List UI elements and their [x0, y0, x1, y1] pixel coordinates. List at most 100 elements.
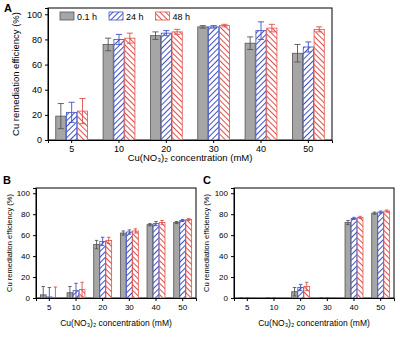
y-axis-line	[45, 9, 49, 141]
error-bar	[358, 216, 361, 218]
y-tick: 100	[17, 189, 36, 198]
error-bar-cap	[278, 298, 281, 299]
error-bar-stem	[297, 44, 298, 62]
x-tick-mark	[274, 298, 275, 301]
error-bar	[54, 287, 57, 298]
error-bar	[200, 26, 206, 29]
error-bar-cap	[174, 34, 180, 35]
error-bar	[252, 298, 255, 299]
bar	[345, 223, 351, 298]
legend-swatch	[60, 12, 74, 20]
y-axis-title: Cu remediation efficiency (%)	[202, 194, 211, 292]
y-axis: 020406080100	[215, 189, 235, 304]
error-bar-cap	[163, 30, 169, 31]
error-bar-stem	[108, 38, 109, 51]
error-bar-cap	[175, 223, 178, 224]
bar-series	[56, 26, 303, 140]
error-bar-cap	[269, 31, 275, 32]
x-tick-mark	[49, 298, 50, 301]
error-bar-stem	[347, 220, 348, 224]
bar-series	[246, 211, 384, 298]
error-bar-cap	[320, 298, 323, 299]
error-bar	[80, 282, 83, 297]
bar	[384, 211, 390, 298]
error-bar	[247, 37, 253, 50]
bar-series	[67, 22, 314, 140]
bars	[56, 22, 325, 140]
y-tick: 0	[26, 294, 36, 303]
panel: 51020304050020406080100Cu(NO₃)₂ concentr…	[4, 2, 333, 163]
error-bar-cap	[247, 36, 253, 37]
error-bar-stem	[294, 288, 295, 296]
error-bar-cap	[293, 287, 296, 288]
panel-label: C	[203, 174, 211, 186]
error-bar-cap	[160, 220, 163, 221]
x-tick-mark	[102, 298, 103, 301]
x-tick-label: 30	[125, 303, 134, 312]
y-tick: 60	[21, 231, 36, 240]
x-tick-mark	[182, 298, 183, 301]
legend-swatch	[156, 12, 170, 20]
error-bar	[79, 99, 85, 124]
bar	[378, 212, 384, 298]
error-bar-cap	[358, 218, 361, 219]
error-bar	[221, 24, 227, 27]
y-tick-label: 80	[32, 35, 42, 45]
error-bar-cap	[79, 123, 85, 124]
error-bar-cap	[134, 233, 137, 234]
y-tick-label: 40	[32, 85, 42, 95]
error-bar	[326, 298, 329, 299]
error-bar-cap	[278, 298, 281, 299]
bar-series	[46, 219, 185, 298]
error-bar-cap	[332, 298, 335, 299]
bar-series	[252, 210, 390, 298]
error-bar-stem	[43, 286, 44, 298]
bar	[159, 223, 165, 298]
error-bar-cap	[80, 282, 83, 283]
y-tick-label: 60	[21, 231, 30, 240]
y-tick: 0	[37, 135, 48, 145]
bars	[40, 218, 191, 298]
x-tick: 10	[72, 298, 81, 312]
x-tick: 40	[256, 140, 266, 154]
error-bar-cap	[48, 287, 51, 288]
x-tick-mark	[119, 140, 120, 143]
error-bar-cap	[346, 224, 349, 225]
y-tick-mark	[45, 65, 48, 66]
bar	[114, 39, 124, 140]
bar	[150, 36, 160, 140]
error-bar	[385, 210, 388, 212]
bar	[209, 27, 219, 140]
bar	[174, 223, 180, 298]
legend-label: 24 h	[126, 12, 144, 22]
error-bar	[240, 298, 243, 299]
error-bar-cap	[299, 290, 302, 291]
error-bar-stem	[102, 237, 103, 245]
y-tick-mark	[45, 90, 48, 91]
x-tick-label: 5	[69, 144, 74, 154]
x-tick-label: 5	[245, 303, 250, 312]
x-tick: 30	[323, 298, 332, 312]
error-bar-stem	[123, 231, 124, 235]
error-bar-cap	[79, 98, 85, 99]
y-tick-mark	[231, 298, 234, 299]
bar	[245, 43, 255, 140]
y-tick-mark	[33, 214, 36, 215]
error-bar-stem	[55, 287, 56, 298]
y-tick-mark	[231, 256, 234, 257]
x-tick: 5	[245, 298, 250, 312]
error-bar-stem	[155, 32, 156, 40]
bar	[292, 53, 302, 140]
bar	[265, 298, 271, 299]
x-tick: 5	[47, 298, 52, 312]
error-bar-cap	[272, 298, 275, 299]
error-bar-cap	[181, 219, 184, 220]
bar	[133, 231, 139, 298]
x-tick-mark	[71, 140, 72, 143]
bar	[147, 225, 153, 298]
x-axis-title: Cu(NO₃)₂ concentration (mM)	[60, 318, 172, 328]
error-bar-cap	[187, 218, 190, 219]
bar	[186, 219, 192, 298]
x-tick-label: 10	[72, 303, 81, 312]
error-bar-cap	[258, 21, 264, 22]
